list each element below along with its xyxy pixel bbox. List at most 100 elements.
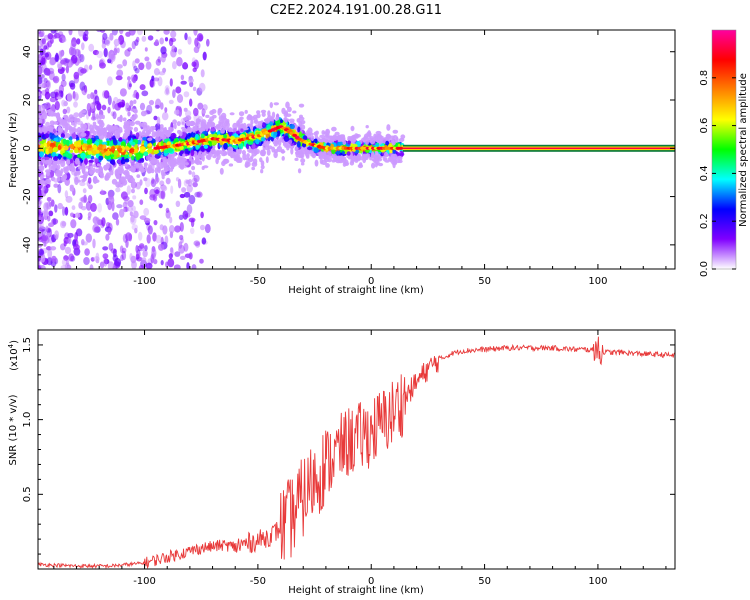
spectrogram-cell (133, 65, 138, 72)
snr-y-tick-label: 1.0 (22, 412, 33, 428)
spectrogram-cell (200, 119, 207, 126)
spectrogram-cell (191, 177, 198, 183)
spectrogram-ridge-cell (289, 131, 295, 135)
spectrogram-cell (209, 110, 215, 116)
spectrogram-cell (145, 155, 151, 161)
spectrogram-cell (110, 53, 116, 61)
spectrogram-cell (165, 177, 171, 185)
spectrogram-cell (237, 118, 243, 124)
spectrogram-cell (75, 141, 82, 148)
spectrogram-cell (189, 120, 196, 126)
spectrogram-cell (119, 167, 125, 173)
spectrogram-cell (117, 183, 124, 188)
spectrogram-cell (124, 158, 130, 163)
spectrogram-cell (94, 179, 100, 184)
snr-x-tick-label: 0 (368, 576, 374, 587)
spectrogram-cell (245, 161, 250, 165)
spectrogram-cell (98, 155, 104, 161)
spectrogram-cell (119, 245, 124, 254)
spectrogram-cell (162, 225, 168, 235)
spectrogram-cell (189, 98, 193, 107)
spectrogram-cell (138, 231, 143, 241)
spectrogram-cell (319, 158, 323, 165)
spectrogram-cell (198, 34, 203, 42)
snr-x-tick-label: -50 (250, 576, 266, 587)
spectrogram-cell (359, 162, 363, 167)
spectrogram-cell (148, 99, 155, 106)
spectrogram-cell (157, 76, 163, 87)
spectrogram-cell (70, 159, 74, 163)
spectrogram-cell (38, 31, 44, 38)
spectrogram-cell (220, 128, 226, 134)
spectrogram-cell (125, 125, 131, 130)
spectrogram-cell (53, 128, 56, 134)
spectrogram-cell (247, 114, 253, 120)
spectrogram-cell (143, 151, 149, 157)
spectrogram-cell (169, 247, 174, 253)
spectrogram-cell (164, 149, 169, 154)
spectrogram-cell (315, 130, 319, 135)
spectrogram-cell (178, 214, 184, 220)
spectrogram-x-tick-label: 50 (478, 276, 491, 287)
colorbar-ticks: 0.0 0.2 0.4 0.6 0.8 (699, 70, 736, 277)
spectrogram-cell (87, 150, 93, 155)
spectrogram-cell (265, 156, 269, 164)
spectrogram-cell (341, 151, 345, 155)
spectrogram-cell (78, 111, 83, 119)
spectrogram-cell (92, 238, 96, 249)
spectrogram-cell (71, 205, 76, 211)
spectrogram-cell (238, 111, 245, 117)
spectrogram-cell (238, 157, 243, 164)
spectrogram-cell (347, 155, 352, 160)
spectrogram-cell (155, 189, 159, 197)
spectrogram-cell (38, 91, 41, 97)
spectrogram-cell (273, 131, 278, 136)
spectrogram-cell (121, 179, 128, 186)
spectrogram-cell (62, 108, 67, 115)
spectrogram-cell (206, 154, 212, 161)
spectrogram-cell (144, 245, 148, 251)
spectrogram-cell (38, 166, 44, 170)
spectrogram-cell (48, 201, 53, 208)
spectrogram-cell (127, 200, 134, 208)
spectrogram-cell (39, 140, 44, 145)
spectrogram-cell (200, 69, 205, 78)
spectrogram-cell (245, 143, 250, 150)
spectrogram-cell (40, 253, 46, 263)
spectrogram-cell (51, 112, 57, 117)
spectrogram-cell (70, 119, 74, 123)
spectrogram-cell (83, 171, 89, 177)
spectrogram-cell (397, 159, 403, 164)
spectrogram-cell (200, 224, 205, 231)
spectrogram-cell (362, 153, 368, 160)
spectrogram-cell (153, 115, 158, 121)
spectrogram-cell (130, 177, 136, 183)
spectrogram-cell (176, 56, 183, 67)
spectrogram-cell (223, 142, 228, 150)
spectrogram-cell (168, 225, 175, 234)
spectrogram-cell (254, 149, 258, 156)
spectrogram-cell (139, 179, 143, 186)
spectrogram-cell (82, 177, 87, 182)
spectrogram-cell (346, 151, 351, 156)
spectrogram-cell (165, 207, 170, 213)
spectrogram-cell (179, 157, 183, 163)
spectrogram-cell (299, 131, 302, 138)
spectrogram-cell (185, 179, 191, 184)
spectrogram-cell (283, 135, 289, 142)
spectrogram-cell (75, 93, 79, 101)
spectrogram-cell (128, 30, 136, 36)
spectrogram-cell (102, 90, 108, 99)
spectrogram-cell (63, 156, 67, 160)
spectrogram-cell (297, 126, 301, 133)
spectrogram-cell (101, 217, 106, 227)
spectrogram-cell (133, 163, 140, 169)
spectrogram-y-axis-label: Frequency (Hz) (8, 112, 19, 188)
spectrogram-cell (74, 157, 80, 165)
snr-x-ticks: -100 -50 0 50 100 (53, 330, 667, 587)
spectrogram-cell (149, 78, 156, 88)
spectrogram-cell (219, 167, 224, 175)
spectrogram-cell (113, 139, 118, 146)
spectrogram-cell (193, 174, 200, 183)
spectrogram-cell (70, 41, 77, 47)
